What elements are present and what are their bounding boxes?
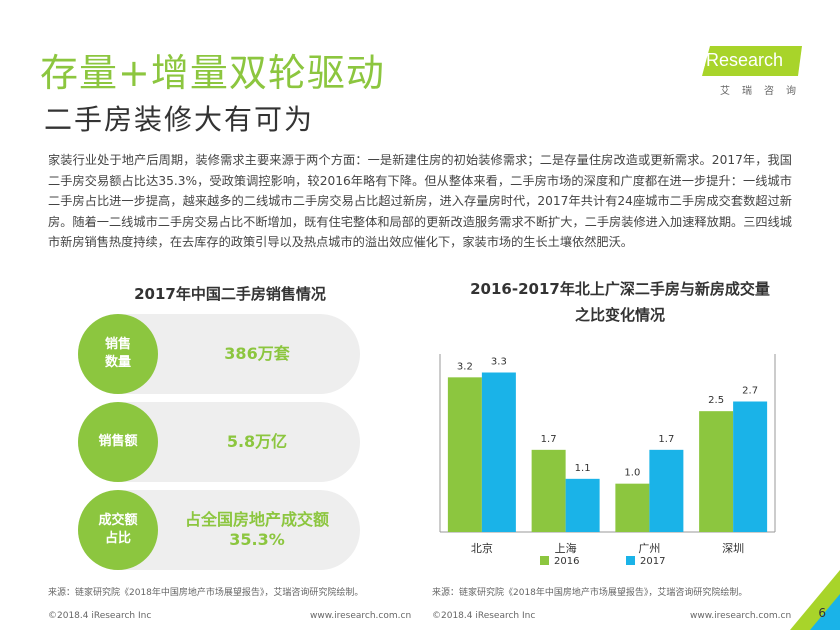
source-note-right: 来源：链家研究院《2018年中国房地产市场展望报告》，艾瑞咨询研究院绘制。 xyxy=(432,588,748,598)
copyright-left: ©2018.4 iResearch Inc xyxy=(48,611,152,621)
data-label-2016-1: 1.7 xyxy=(541,434,557,445)
website-left[interactable]: www.iresearch.com.cn xyxy=(310,611,412,621)
x-tick-label-3: 深圳 xyxy=(722,542,744,555)
data-label-2016-2: 1.0 xyxy=(624,468,640,479)
stat-sales-volume: 销售数量 386万套 xyxy=(78,314,360,394)
legend-label-2017: 2017 xyxy=(640,556,665,567)
stat-sales-amount: 销售额 5.8万亿 xyxy=(78,402,360,482)
bar-2017-2 xyxy=(649,449,684,532)
chart-title: 2016-2017年北上广深二手房与新房成交量之比变化情况 xyxy=(470,280,770,324)
page-subtitle: 二手房装修大有可为 xyxy=(44,103,315,136)
legend-swatch-2016 xyxy=(540,556,549,565)
stat-transaction-share: 成交额占比 占全国房地产成交额35.3% xyxy=(78,490,360,570)
website-right[interactable]: www.iresearch.com.cn xyxy=(690,611,792,621)
x-tick-label-1: 上海 xyxy=(555,541,577,555)
bar-chart: 3.2 3.3 北京 1.7 1.1 上海 1.0 1.7 广州 2.5 2.7 深圳 2016 2017 xyxy=(439,354,776,567)
bar-2016-2 xyxy=(615,483,650,532)
x-tick-label-0: 北京 xyxy=(471,541,493,555)
data-label-2016-0: 3.2 xyxy=(457,361,473,372)
intro-paragraph: 家装行业处于地产后周期，装修需求主要来源于两个方面：一是新建住房的初始装修需求；… xyxy=(48,153,792,249)
bar-2016-1 xyxy=(531,449,566,532)
logo-text: iResearch xyxy=(702,50,784,70)
left-panel-title: 2017年中国二手房销售情况 xyxy=(134,285,326,303)
stat-value: 占全国房地产成交额35.3% xyxy=(184,510,329,549)
data-label-2016-3: 2.5 xyxy=(708,395,724,406)
bar-2017-1 xyxy=(565,478,600,532)
logo-flag-shape xyxy=(702,46,802,76)
bar-2016-3 xyxy=(699,411,734,532)
logo-subtext: 艾瑞咨询 xyxy=(720,86,808,97)
stat-value: 5.8万亿 xyxy=(226,432,288,451)
data-label-2017-3: 2.7 xyxy=(742,386,758,397)
bar-2017-3 xyxy=(733,401,768,532)
source-note-left: 来源：链家研究院《2018年中国房地产市场展望报告》，艾瑞咨询研究院绘制。 xyxy=(48,588,364,598)
bar-2016-0 xyxy=(447,377,482,532)
legend-swatch-2017 xyxy=(626,556,635,565)
stat-value: 386万套 xyxy=(224,344,290,363)
stat-label: 销售额 xyxy=(78,402,158,482)
bar-2017-0 xyxy=(481,372,516,532)
data-label-2017-2: 1.7 xyxy=(658,434,674,445)
iresearch-logo: iResearch 艾瑞咨询 xyxy=(694,46,802,97)
page-number: 6 xyxy=(818,606,826,620)
legend-label-2016: 2016 xyxy=(554,556,579,567)
stat-label: 销售数量 xyxy=(78,314,158,394)
stat-label: 成交额占比 xyxy=(78,490,158,570)
data-label-2017-1: 1.1 xyxy=(575,463,591,474)
x-tick-label-2: 广州 xyxy=(638,542,660,555)
copyright-right: ©2018.4 iResearch Inc xyxy=(432,611,536,621)
data-label-2017-0: 3.3 xyxy=(491,357,507,368)
page-title: 存量+增量双轮驱动 xyxy=(40,51,385,95)
